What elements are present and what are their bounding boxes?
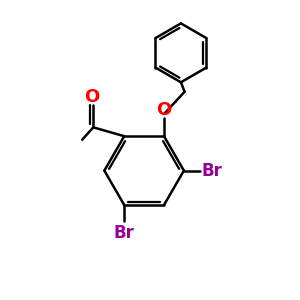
Text: Br: Br — [202, 162, 222, 180]
Text: O: O — [84, 88, 100, 106]
Text: Br: Br — [114, 224, 135, 242]
Text: O: O — [156, 101, 172, 119]
